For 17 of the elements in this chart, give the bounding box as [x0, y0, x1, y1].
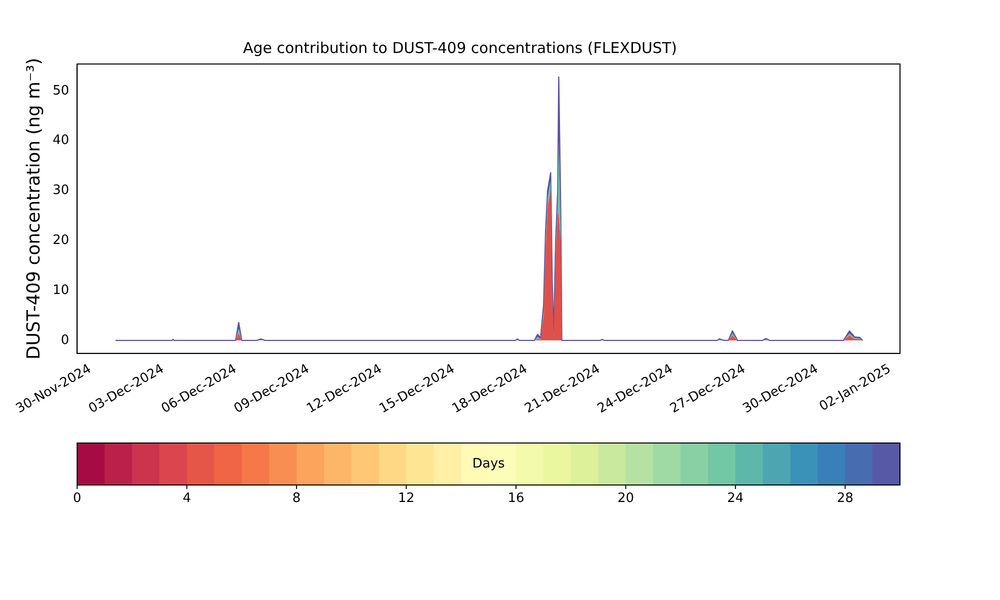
y-tick-label: 30 — [52, 183, 70, 198]
color-bar-label: 20 — [617, 490, 634, 506]
y-tick-label: 0 — [60, 332, 70, 348]
color-bar-label: 16 — [508, 490, 524, 506]
color-bar-label: 4 — [182, 490, 191, 506]
chart-title: Age contribution to DUST-409 concentrations (FLEXDUST) — [242, 38, 678, 57]
color-bar-label: 28 — [836, 490, 854, 506]
y-tick-label: 10 — [52, 282, 70, 298]
y-tick-label: 50 — [52, 83, 70, 98]
color-bar-label: 24 — [727, 490, 744, 506]
color-bar-label: 0 — [73, 490, 82, 506]
color-bar-label: 12 — [398, 490, 415, 506]
color-bar-label: 8 — [292, 490, 301, 506]
y-tick-label: 20 — [52, 233, 70, 248]
color-bar-title: Days — [472, 456, 506, 472]
y-axis-title: DUST-409 concentration (ng m⁻³) — [23, 58, 44, 360]
y-tick-label: 40 — [52, 133, 70, 148]
